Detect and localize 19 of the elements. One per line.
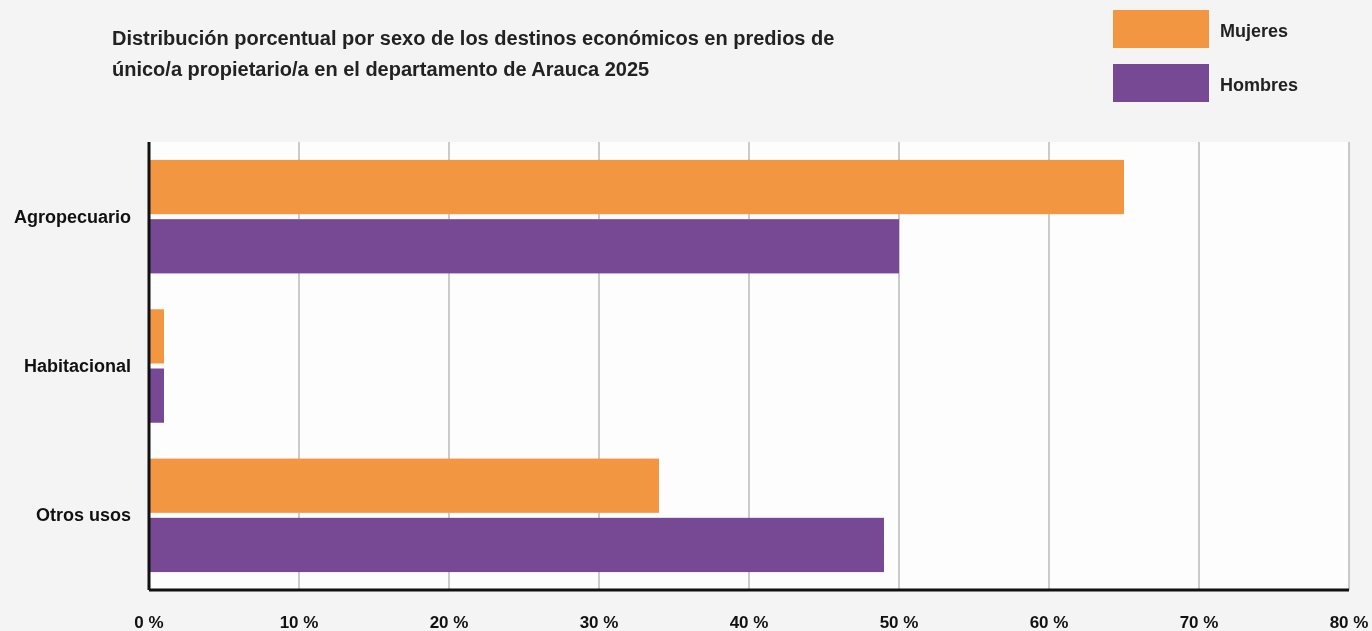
chart-title: Distribución porcentual por sexo de los destinos económicos en predios de único/a propietario/a en el departamento de Arauca 2025 bbox=[112, 27, 835, 80]
x-tick-label: 40 % bbox=[729, 613, 769, 631]
y-tick-label: Agropecuario bbox=[13, 206, 131, 227]
bar bbox=[149, 458, 659, 513]
bar bbox=[149, 517, 884, 573]
x-tick-label: 50 % bbox=[879, 613, 919, 631]
y-tick-label: Otros usos bbox=[35, 505, 131, 526]
x-tick-label: 20 % bbox=[429, 613, 469, 631]
x-tick-label: 70 % bbox=[1179, 613, 1219, 631]
x-tick-label: 10 % bbox=[279, 613, 319, 631]
x-tick-label: 0 % bbox=[134, 613, 164, 631]
bar bbox=[149, 219, 899, 274]
x-tick-label: 30 % bbox=[579, 613, 619, 631]
text: Mujeres bbox=[1220, 21, 1289, 41]
y-tick-label: Habitacional bbox=[23, 356, 131, 376]
x-tick-label: 60 % bbox=[1029, 613, 1069, 631]
bar bbox=[149, 159, 1124, 215]
x-tick-label: 80 % bbox=[1329, 613, 1369, 631]
text: Hombres bbox=[1220, 75, 1299, 95]
